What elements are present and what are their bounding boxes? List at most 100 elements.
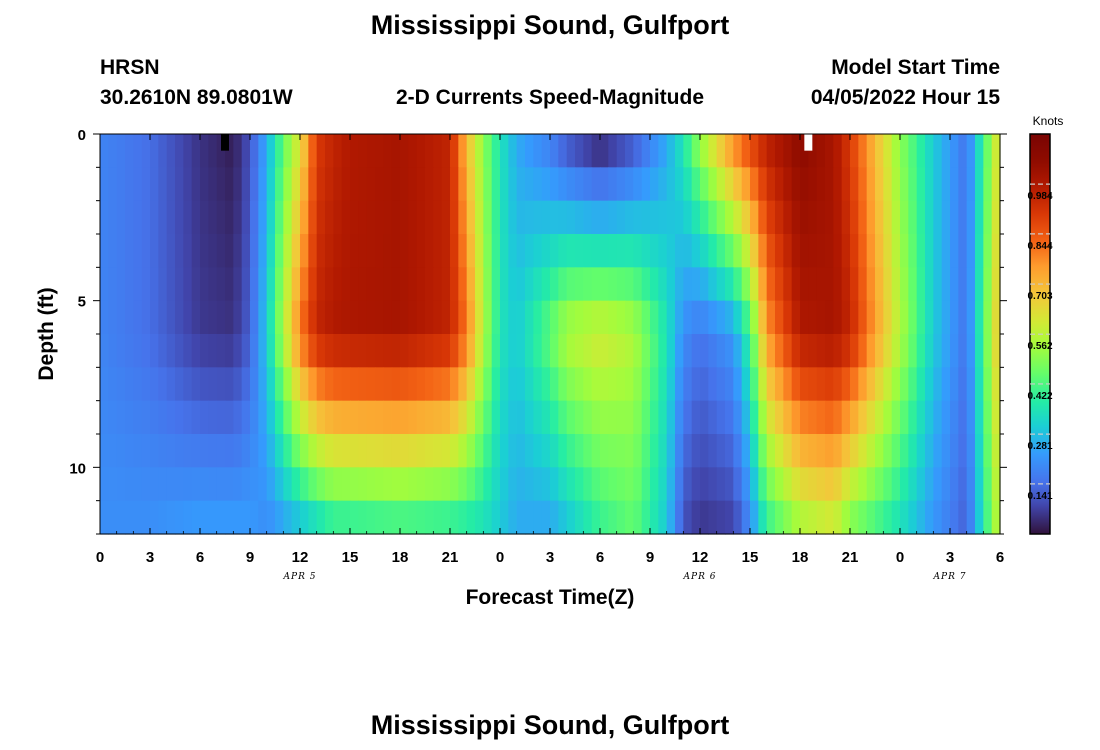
heatmap-cell	[766, 367, 776, 402]
x-tick-label: 0	[896, 549, 904, 566]
heatmap-cell	[950, 334, 959, 368]
heatmap-cell	[483, 434, 493, 468]
heatmap-cell	[275, 367, 284, 402]
heatmap-cell	[850, 400, 859, 435]
heatmap-cell	[625, 434, 634, 468]
heatmap-cell	[216, 467, 226, 502]
heatmap-cell	[633, 334, 643, 368]
heatmap-cell	[341, 334, 351, 368]
heatmap-cell	[275, 500, 284, 535]
heatmap-cell	[433, 234, 443, 268]
heatmap-cell	[575, 200, 584, 235]
heatmap-cell	[400, 500, 409, 535]
heatmap-cell	[441, 400, 451, 435]
heatmap-cell	[725, 267, 734, 302]
heatmap-cell	[866, 500, 876, 535]
heatmap-cell	[366, 400, 376, 435]
heatmap-cell	[950, 234, 959, 268]
heatmap-cell	[875, 434, 884, 468]
heatmap-cell	[575, 334, 584, 368]
heatmap-cell	[883, 367, 893, 402]
heatmap-cell	[416, 300, 426, 335]
heatmap-cell	[208, 434, 218, 468]
heatmap-cell	[675, 367, 684, 402]
heatmap-cell	[100, 467, 109, 502]
heatmap-cell	[716, 234, 726, 268]
heatmap-cell	[933, 267, 943, 302]
heatmap-cell	[583, 500, 593, 535]
heatmap-cell	[566, 234, 576, 268]
heatmap-cell	[833, 500, 843, 535]
heatmap-cell	[625, 200, 634, 235]
heatmap-cell	[908, 234, 918, 268]
heatmap-cell	[900, 367, 909, 402]
heatmap-cell	[241, 400, 251, 435]
heatmap-cell	[200, 300, 209, 335]
heatmap-cell	[850, 434, 859, 468]
heatmap-cell	[525, 434, 534, 468]
heatmap-cell	[925, 334, 934, 368]
heatmap-cell	[133, 334, 143, 368]
heatmap-cell	[891, 267, 901, 302]
heatmap-cell	[158, 200, 168, 235]
heatmap-cell	[283, 434, 293, 468]
heatmap-cell	[258, 167, 268, 202]
heatmap-cell	[891, 167, 901, 202]
heatmap-cell	[483, 300, 493, 335]
heatmap-cell	[100, 134, 109, 168]
heatmap-cell	[233, 134, 243, 168]
heatmap-cell	[966, 334, 976, 368]
heatmap-cell	[425, 500, 434, 535]
heatmap-cell	[483, 500, 493, 535]
heatmap-cell	[950, 434, 959, 468]
heatmap-cell	[841, 200, 851, 235]
heatmap-cell	[250, 200, 259, 235]
heatmap-cell	[366, 434, 376, 468]
heatmap-cell	[816, 334, 826, 368]
heatmap-cell	[658, 434, 668, 468]
heatmap-cell	[350, 300, 359, 335]
heatmap-cell	[641, 200, 651, 235]
heatmap-cell	[825, 134, 834, 168]
heatmap-cell	[983, 200, 993, 235]
heatmap-cell	[108, 334, 118, 368]
heatmap-cell	[616, 134, 626, 168]
heatmap-cell	[675, 167, 684, 202]
heatmap-cell	[358, 400, 368, 435]
heatmap-cell	[225, 500, 234, 535]
heatmap-cell	[558, 434, 568, 468]
heatmap-cell	[316, 267, 326, 302]
heatmap-cell	[966, 400, 976, 435]
heatmap-cell	[400, 267, 409, 302]
heatmap-marker	[221, 134, 229, 151]
heatmap-cell	[525, 334, 534, 368]
heatmap-cell	[208, 200, 218, 235]
heatmap-cell	[325, 167, 334, 202]
heatmap-cell	[158, 434, 168, 468]
heatmap-cell	[300, 367, 309, 402]
heatmap-cell	[566, 367, 576, 402]
heatmap-cell	[991, 434, 1001, 468]
heatmap-cell	[758, 334, 768, 368]
heatmap-cell	[758, 300, 768, 335]
heatmap-cell	[950, 500, 959, 535]
heatmap-cell	[591, 434, 601, 468]
heatmap-cell	[125, 234, 134, 268]
heatmap-cell	[850, 167, 859, 202]
heatmap-cell	[608, 434, 618, 468]
heatmap-cell	[716, 434, 726, 468]
heatmap-cell	[350, 234, 359, 268]
heatmap-cell	[141, 367, 151, 402]
heatmap-cell	[100, 434, 109, 468]
heatmap-cell	[108, 267, 118, 302]
heatmap-cell	[250, 434, 259, 468]
heatmap-cell	[275, 200, 284, 235]
heatmap-cell	[625, 367, 634, 402]
heatmap-cell	[358, 467, 368, 502]
heatmap-cell	[616, 200, 626, 235]
heatmap-cell	[383, 234, 393, 268]
heatmap-cell	[191, 300, 201, 335]
heatmap-cell	[108, 400, 118, 435]
heatmap-cell	[175, 467, 184, 502]
x-tick-label: 0	[496, 549, 504, 566]
